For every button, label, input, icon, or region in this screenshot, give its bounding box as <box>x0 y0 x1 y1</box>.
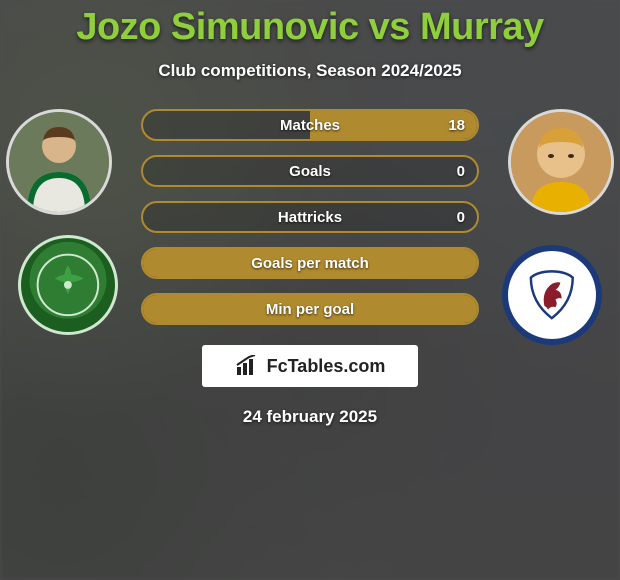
stat-bar-goals: Goals 0 <box>141 155 479 187</box>
attribution-badge: FcTables.com <box>202 345 418 387</box>
celtic-crest-icon <box>35 252 101 318</box>
page-title: Jozo Simunovic vs Murray <box>0 0 620 49</box>
bar-value-right: 18 <box>448 117 465 134</box>
attribution-text: FcTables.com <box>267 356 386 377</box>
raith-crest-icon <box>521 264 583 326</box>
page-subtitle: Club competitions, Season 2024/2025 <box>0 61 620 81</box>
comparison-arena: Matches 18 Goals 0 Hattricks 0 Goals per match… <box>0 109 620 325</box>
player-right-silhouette-icon <box>511 112 611 212</box>
bar-label: Hattricks <box>278 209 342 226</box>
player-left-silhouette-icon <box>9 112 109 212</box>
club-right-crest <box>502 245 602 345</box>
club-left-crest <box>18 235 118 335</box>
bar-value-right: 0 <box>457 209 465 226</box>
bar-chart-icon <box>235 355 261 377</box>
date-text: 24 february 2025 <box>0 407 620 427</box>
player-right-portrait <box>508 109 614 215</box>
player-left-portrait <box>6 109 112 215</box>
stat-bar-gpm: Goals per match <box>141 247 479 279</box>
bar-label: Goals <box>289 163 331 180</box>
bar-label: Matches <box>280 117 340 134</box>
stat-bar-mpg: Min per goal <box>141 293 479 325</box>
bar-label: Min per goal <box>266 301 354 318</box>
stat-bar-hattricks: Hattricks 0 <box>141 201 479 233</box>
stat-bars: Matches 18 Goals 0 Hattricks 0 Goals per match… <box>141 109 479 325</box>
bar-value-right: 0 <box>457 163 465 180</box>
stat-bar-matches: Matches 18 <box>141 109 479 141</box>
card: Jozo Simunovic vs Murray Club competitio… <box>0 0 620 427</box>
bar-label: Goals per match <box>251 255 369 272</box>
